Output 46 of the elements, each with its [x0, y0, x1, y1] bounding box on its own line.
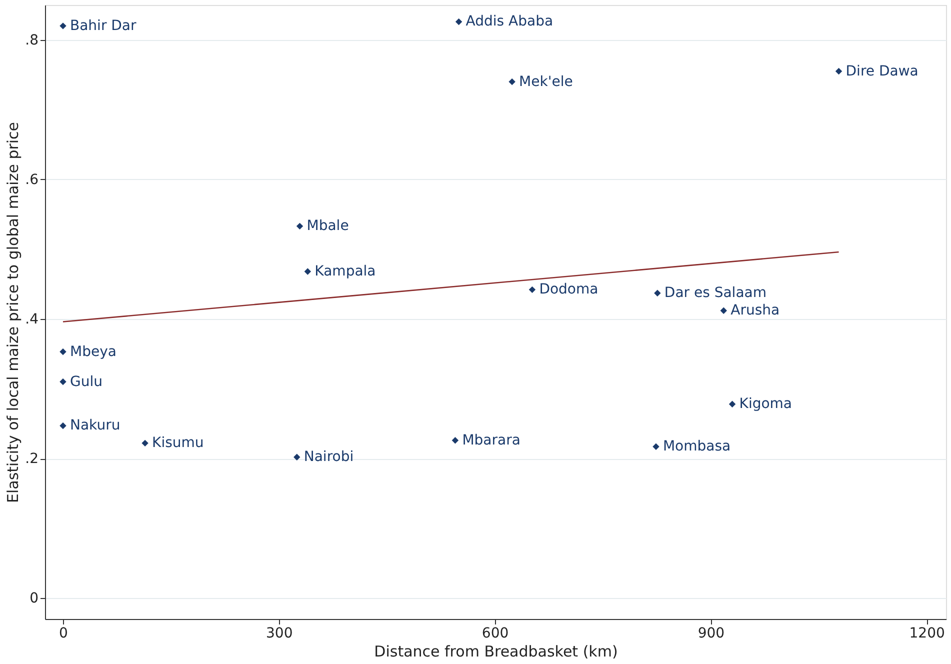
x-axis-title: Distance from Breadbasket (km)	[374, 642, 618, 660]
annotation: Addis Ababa	[466, 14, 554, 30]
point	[142, 440, 148, 447]
annotation: Nairobi	[304, 449, 354, 466]
annotation: Kampala	[314, 264, 376, 280]
point	[528, 286, 536, 294]
point	[304, 268, 312, 275]
point	[294, 454, 300, 460]
point	[455, 18, 462, 26]
annotation: Mek'ele	[519, 74, 573, 90]
annotation: Arusha	[730, 302, 780, 319]
point	[508, 78, 516, 86]
point	[296, 222, 304, 230]
y-axis-title: Elasticity of local maize price to global maize price	[4, 122, 22, 504]
point	[60, 22, 66, 30]
x-tick-label: 0	[59, 626, 68, 642]
point	[654, 290, 661, 297]
annotation: Dire Dawa	[846, 63, 918, 80]
annotation: Gulu	[70, 374, 102, 390]
annotation: Kigoma	[739, 396, 792, 412]
annotation: Mombasa	[662, 438, 731, 455]
point	[835, 68, 842, 75]
annotation: Mbale	[306, 218, 349, 234]
point	[60, 348, 66, 356]
annotation: Dodoma	[539, 282, 598, 298]
y-tick-label: .2	[25, 451, 38, 468]
annotation: Bahir Dar	[70, 18, 137, 34]
annotation: Kisumu	[152, 435, 204, 452]
y-tick-label: 0	[30, 590, 38, 607]
y-tick-label: .6	[25, 172, 39, 188]
point	[728, 400, 736, 408]
x-tick-label: 600	[482, 626, 509, 642]
point	[452, 437, 459, 444]
point	[652, 443, 660, 450]
point	[720, 307, 727, 314]
annotation: Mbeya	[70, 344, 116, 360]
x-tick-label: 900	[698, 626, 725, 642]
x-tick-label: 300	[266, 626, 293, 642]
point	[60, 422, 66, 430]
annotation: Nakuru	[70, 418, 120, 434]
y-tick-label: .8	[25, 32, 38, 48]
annotation: Mbarara	[462, 432, 520, 448]
x-tick-label: 1200	[909, 626, 945, 642]
annotation: Dar es Salaam	[664, 285, 766, 302]
y-tick-label: .4	[25, 311, 39, 328]
point	[60, 378, 66, 386]
